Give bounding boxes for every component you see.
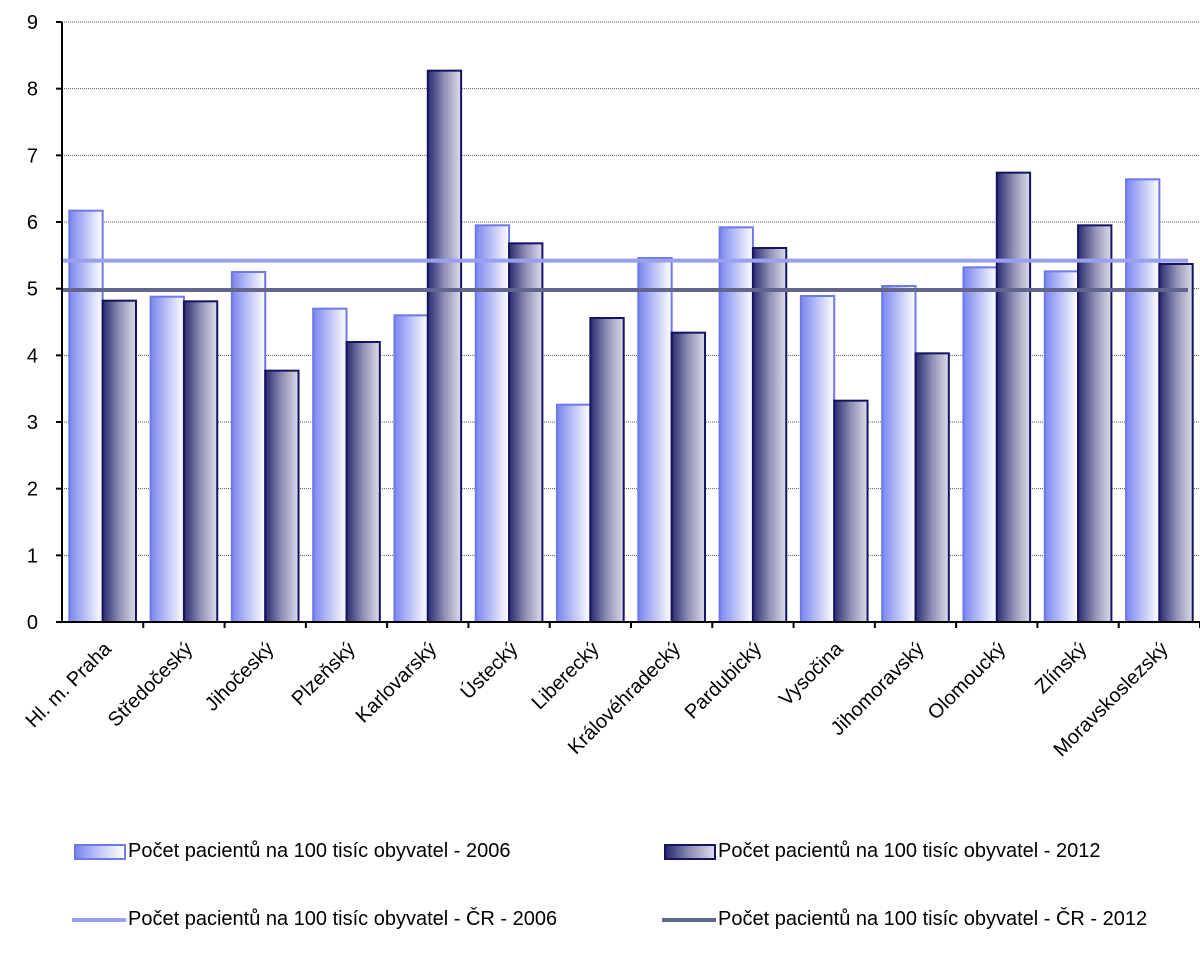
bar-2006 <box>230 271 267 623</box>
bar-2006 <box>718 226 754 623</box>
bar-2012 <box>345 341 381 623</box>
bar-2006 <box>393 314 429 623</box>
bar-2006 <box>149 295 185 623</box>
x-tick-label: Liberecký <box>528 638 604 714</box>
x-tick-label: Plzeňský <box>288 638 360 710</box>
bar-2012 <box>995 171 1032 624</box>
y-tick-label: 7 <box>27 145 38 167</box>
y-tick-label: 5 <box>27 279 38 301</box>
y-tick-label: 1 <box>27 545 38 567</box>
x-tick-label: Karlovarský <box>352 638 441 727</box>
bar-2012 <box>264 369 300 623</box>
y-tick-label: 9 <box>27 12 38 34</box>
y-tick-label: 3 <box>27 412 38 434</box>
bar-2006 <box>474 224 511 623</box>
bar-2006 <box>1043 270 1080 623</box>
bar-2012 <box>101 299 137 623</box>
y-tick-label: 2 <box>27 479 38 501</box>
x-tick-label: Středočeský <box>104 638 197 731</box>
bar-2012 <box>914 352 950 623</box>
bar-2012 <box>508 242 544 623</box>
bar-2012 <box>1158 263 1194 623</box>
x-tick-label: Hl. m. Praha <box>22 637 117 732</box>
x-tick-label: Pardubický <box>681 638 767 724</box>
bar-2012 <box>833 399 869 623</box>
bar-2006 <box>1125 178 1161 623</box>
bar-2012 <box>182 300 219 623</box>
x-tick-label: Ústecký <box>456 637 523 704</box>
y-tick-label: 4 <box>27 345 38 367</box>
x-tick-label: Jihočeský <box>201 638 279 716</box>
bar-2006 <box>68 209 104 624</box>
bar-2012 <box>751 247 788 623</box>
bar-2006 <box>881 285 917 623</box>
bar-2006 <box>962 266 998 623</box>
bar-2012 <box>426 69 463 623</box>
bar-2006 <box>556 403 592 623</box>
bar-2006 <box>799 295 836 623</box>
y-tick-label: 8 <box>27 79 38 101</box>
bar-2012 <box>670 331 706 623</box>
x-tick-label: Zlínský <box>1031 638 1091 698</box>
y-tick-label: 0 <box>27 612 38 634</box>
x-tick-label: Vysočina <box>775 637 848 710</box>
bar-2006 <box>637 257 673 623</box>
y-tick-label: 6 <box>27 212 38 234</box>
bar-2012 <box>589 317 625 623</box>
x-tick-label: Olomoucký <box>924 638 1010 724</box>
bar-2006 <box>312 307 348 623</box>
bar-2012 <box>1077 224 1113 623</box>
